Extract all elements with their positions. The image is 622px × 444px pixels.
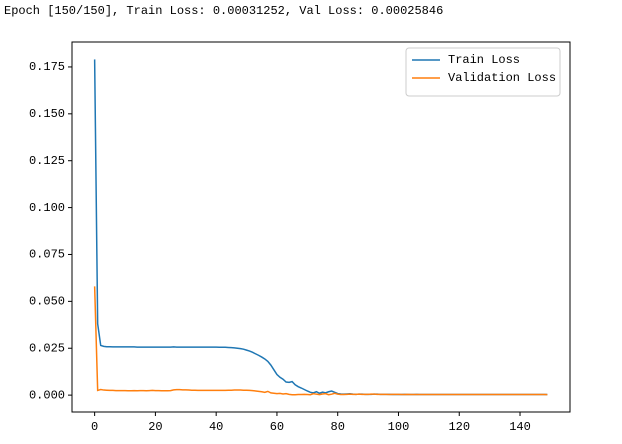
series-line (93, 286, 548, 396)
y-tick-label: 0.125 (29, 154, 65, 168)
x-tick-label: 20 (148, 420, 162, 434)
legend-label: Validation Loss (448, 71, 556, 85)
axes-frame (71, 41, 571, 413)
x-tick-label: 60 (270, 420, 284, 434)
y-tick-label: 0.075 (29, 248, 65, 262)
y-tick-label: 0.050 (29, 295, 65, 309)
y-tick-label: 0.000 (29, 388, 65, 402)
x-tick-label: 120 (448, 420, 470, 434)
legend-box (405, 47, 561, 97)
y-tick-label: 0.175 (29, 60, 65, 74)
y-tick-label: 0.025 (29, 341, 65, 355)
x-tick-label: 40 (209, 420, 223, 434)
y-tick-label: 0.100 (29, 201, 65, 215)
y-tick-label: 0.150 (29, 107, 65, 121)
legend-label: Train Loss (448, 53, 520, 67)
log-text: Epoch [150/150], Train Loss: 0.00031252,… (4, 4, 443, 18)
x-tick-label: 80 (331, 420, 345, 434)
x-tick-label: 100 (388, 420, 410, 434)
x-tick-label: 0 (91, 420, 98, 434)
x-tick-label: 140 (509, 420, 531, 434)
series-line (93, 59, 548, 396)
